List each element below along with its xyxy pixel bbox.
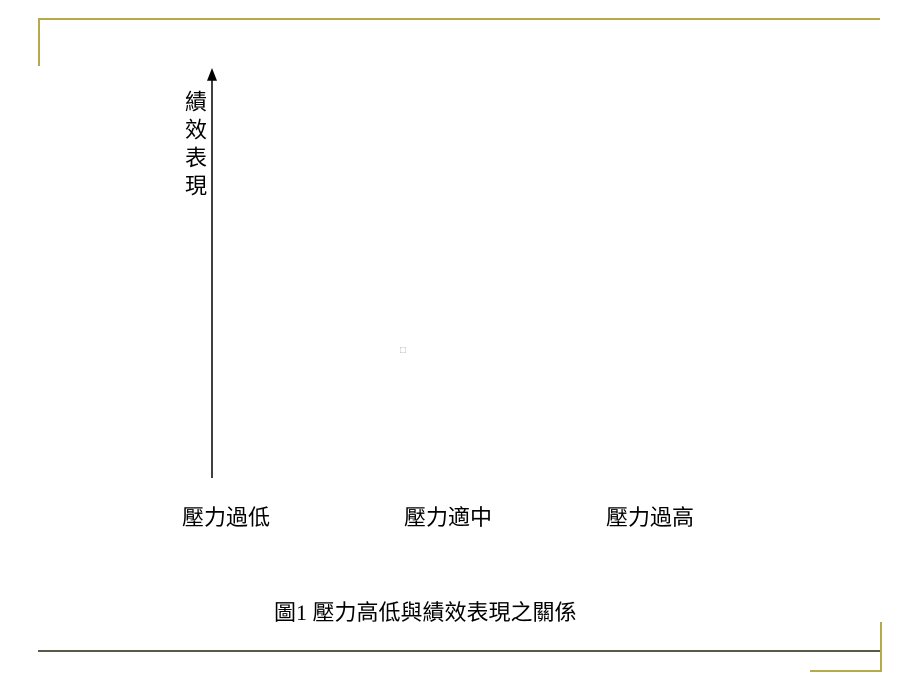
x-label-mid: 壓力適中 bbox=[404, 500, 492, 532]
slide: 績效表現 壓力過低 壓力適中 壓力過高 □ 圖1 壓力高低與績效表現之關係 bbox=[0, 0, 920, 690]
y-axis-label: 績效表現 bbox=[178, 90, 210, 202]
y-axis-arrowhead bbox=[207, 68, 217, 81]
center-mark: □ bbox=[400, 345, 406, 356]
figure-caption: 圖1 壓力高低與績效表現之關係 bbox=[274, 595, 577, 627]
chart-axes bbox=[0, 0, 920, 690]
x-label-high: 壓力過高 bbox=[606, 500, 694, 532]
x-label-low: 壓力過低 bbox=[182, 500, 270, 532]
